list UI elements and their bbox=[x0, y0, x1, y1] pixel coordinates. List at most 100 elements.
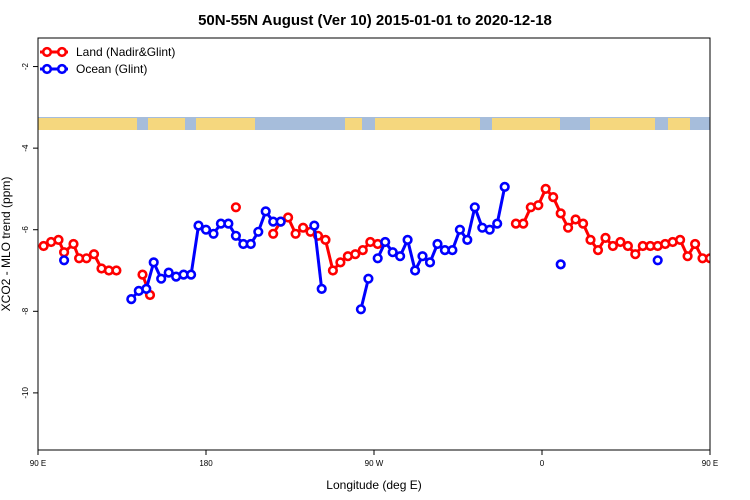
data-point bbox=[260, 206, 271, 217]
map-land-patch bbox=[375, 118, 480, 130]
data-point bbox=[387, 247, 398, 258]
y-axis-label: XCO2 - MLO trend (ppm) bbox=[0, 177, 13, 312]
map-strip bbox=[38, 117, 710, 130]
data-point bbox=[417, 251, 428, 262]
data-point bbox=[38, 240, 49, 252]
data-point bbox=[290, 228, 301, 239]
series-line bbox=[312, 225, 324, 290]
data-point bbox=[395, 251, 406, 262]
legend-marker-land bbox=[41, 46, 53, 58]
data-point bbox=[137, 269, 148, 280]
data-point bbox=[245, 238, 256, 250]
data-point bbox=[253, 226, 264, 237]
data-point bbox=[357, 245, 368, 256]
data-point bbox=[186, 269, 197, 280]
data-point bbox=[372, 253, 383, 264]
data-point bbox=[402, 234, 413, 245]
x-tick-label: 90 W bbox=[365, 459, 384, 468]
y-axis: -10 -8 -6 -4 -2 bbox=[21, 62, 38, 399]
data-point bbox=[200, 224, 212, 235]
data-point bbox=[223, 218, 234, 229]
data-point bbox=[721, 265, 729, 273]
data-point bbox=[585, 234, 596, 245]
data-point bbox=[58, 247, 70, 258]
data-point bbox=[492, 218, 503, 229]
x-axis: 90 E 180 90 W 0 90 E bbox=[30, 450, 718, 468]
x-tick-label: 180 bbox=[199, 459, 213, 468]
data-point bbox=[355, 304, 367, 315]
data-point bbox=[230, 230, 241, 241]
series-land bbox=[38, 183, 729, 301]
series-line bbox=[130, 209, 281, 301]
data-point bbox=[141, 283, 152, 295]
data-point bbox=[81, 253, 92, 264]
data-point bbox=[320, 234, 331, 245]
map-land-patch bbox=[345, 118, 362, 130]
data-point bbox=[163, 267, 174, 278]
x-axis-label: Longitude (deg E) bbox=[326, 478, 421, 492]
data-point bbox=[484, 224, 495, 235]
data-point bbox=[111, 265, 122, 276]
y-tick-label: -6 bbox=[21, 226, 30, 234]
data-point bbox=[540, 183, 551, 194]
y-tick-label: -10 bbox=[21, 387, 30, 399]
map-land-patch bbox=[196, 118, 255, 130]
chart-title: 50N-55N August (Ver 10) 2015-01-01 to 20… bbox=[198, 12, 552, 29]
data-point bbox=[208, 228, 219, 239]
map-land-patch bbox=[148, 118, 185, 130]
data-point bbox=[682, 251, 693, 262]
data-point bbox=[615, 236, 626, 248]
data-point bbox=[156, 273, 167, 284]
legend-label-land: Land (Nadir&Glint) bbox=[76, 45, 175, 59]
data-point bbox=[745, 259, 750, 267]
map-land-patch bbox=[590, 118, 655, 130]
data-point bbox=[58, 255, 70, 266]
map-land-patch bbox=[38, 118, 137, 130]
data-point bbox=[126, 294, 137, 305]
y-tick-label: -2 bbox=[21, 62, 30, 70]
series-line bbox=[727, 226, 750, 300]
data-point bbox=[622, 240, 634, 252]
data-point bbox=[454, 224, 466, 235]
legend: Land (Nadir&Glint) Ocean (Glint) bbox=[39, 39, 219, 79]
data-point bbox=[350, 249, 361, 260]
legend-marker-ocean bbox=[41, 63, 53, 75]
data-point bbox=[363, 273, 374, 284]
data-point bbox=[607, 240, 619, 252]
x-tick-label: 0 bbox=[540, 459, 545, 468]
data-point bbox=[432, 238, 443, 250]
data-point bbox=[555, 208, 566, 219]
data-point bbox=[410, 265, 421, 276]
data-point bbox=[469, 202, 480, 213]
map-land-patch bbox=[668, 118, 690, 130]
data-point bbox=[592, 245, 604, 256]
data-point bbox=[704, 253, 710, 264]
y-tick-label: -4 bbox=[21, 144, 30, 152]
data-point bbox=[723, 295, 731, 303]
data-point bbox=[630, 249, 641, 260]
data-point bbox=[230, 202, 241, 213]
data-point bbox=[731, 287, 739, 295]
data-point bbox=[600, 232, 611, 243]
data-point bbox=[714, 250, 722, 258]
data-point bbox=[53, 234, 64, 245]
data-point bbox=[738, 285, 746, 293]
data-point bbox=[88, 249, 100, 260]
data-point bbox=[316, 283, 327, 295]
data-point bbox=[548, 192, 559, 203]
data-point bbox=[462, 234, 473, 245]
data-point bbox=[652, 255, 663, 266]
data-point bbox=[689, 238, 701, 250]
data-point bbox=[309, 220, 320, 231]
legend-marker-land-2 bbox=[56, 46, 68, 58]
data-point bbox=[327, 265, 339, 276]
data-point bbox=[447, 245, 458, 256]
data-point bbox=[555, 259, 566, 270]
map-land bbox=[38, 118, 690, 130]
data-point bbox=[298, 222, 309, 233]
data-point bbox=[674, 234, 686, 245]
data-point bbox=[148, 257, 159, 268]
data-point bbox=[193, 220, 204, 231]
data-point bbox=[335, 257, 346, 268]
